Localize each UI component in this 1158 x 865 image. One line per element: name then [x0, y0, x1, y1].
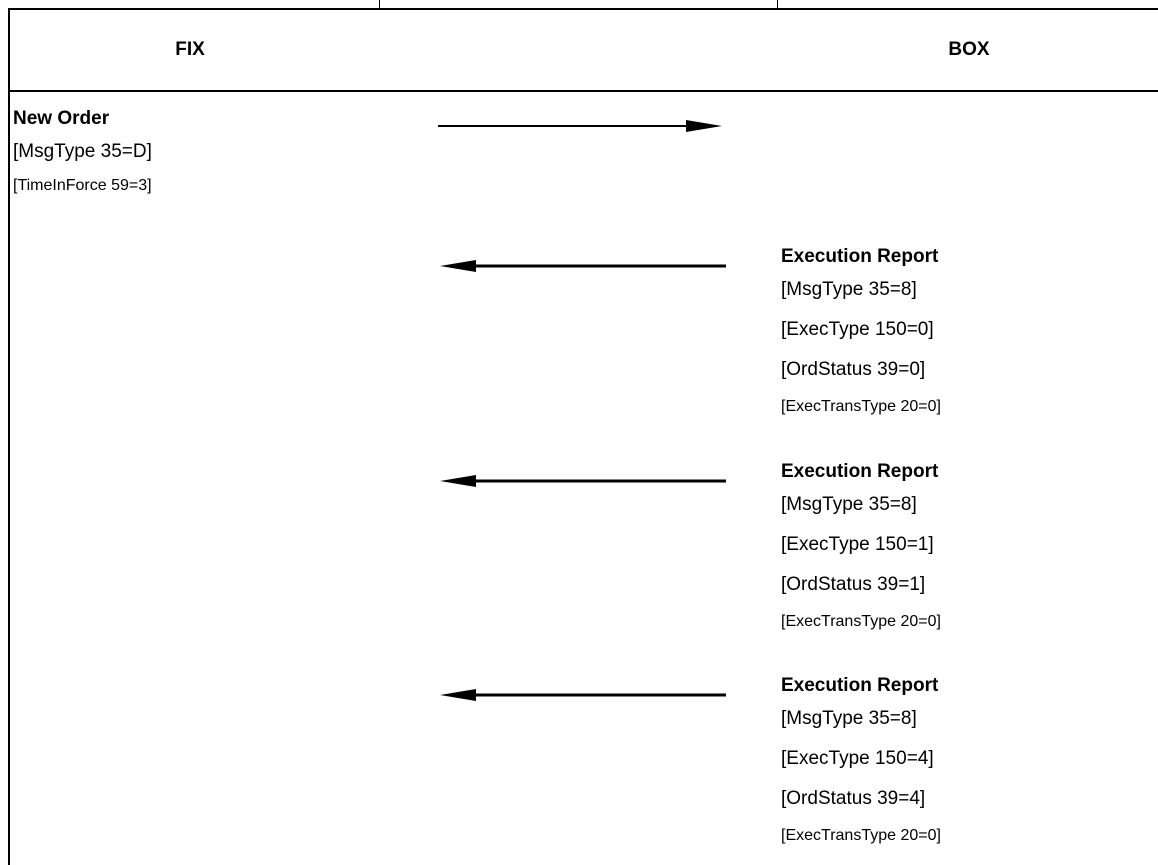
column-tick-left: [379, 0, 380, 10]
message-title: New Order: [13, 108, 110, 129]
message-new-order: New Order [MsgType 35=D] [TimeInForce 59…: [13, 106, 152, 200]
message-field: [ExecType 150=4]: [781, 748, 934, 769]
message-field: [ExecTransType 20=0]: [781, 827, 941, 844]
left-border: [8, 8, 10, 865]
message-field: [ExecTransType 20=0]: [781, 613, 941, 630]
message-field: [MsgType 35=8]: [781, 494, 917, 515]
message-title: Execution Report: [781, 246, 939, 267]
column-tick-right: [777, 0, 778, 10]
message-title: Execution Report: [781, 675, 939, 696]
message-execution-report: Execution Report [MsgType 35=8] [ExecTyp…: [781, 673, 941, 853]
message-field: [OrdStatus 39=1]: [781, 574, 926, 595]
arrow-right: [438, 120, 722, 132]
header-top-border: [8, 8, 1158, 10]
arrow-left: [440, 689, 726, 701]
message-field: [MsgType 35=8]: [781, 279, 917, 300]
message-field: [TimeInForce 59=3]: [13, 177, 152, 194]
header-bottom-border: [8, 90, 1158, 92]
message-field: [ExecTransType 20=0]: [781, 398, 941, 415]
header-box-label: BOX: [948, 39, 990, 60]
message-field: [OrdStatus 39=4]: [781, 788, 926, 809]
message-title: Execution Report: [781, 461, 939, 482]
arrow-left: [440, 475, 726, 487]
message-field: [MsgType 35=D]: [13, 141, 152, 162]
message-execution-report: Execution Report [MsgType 35=8] [ExecTyp…: [781, 459, 941, 639]
message-field: [MsgType 35=8]: [781, 708, 917, 729]
message-field: [ExecType 150=0]: [781, 319, 934, 340]
message-execution-report: Execution Report [MsgType 35=8] [ExecTyp…: [781, 244, 941, 424]
header-box: BOX: [780, 10, 1158, 90]
message-field: [ExecType 150=1]: [781, 534, 934, 555]
header-fix: FIX: [10, 10, 370, 90]
header-fix-label: FIX: [175, 39, 205, 60]
message-field: [OrdStatus 39=0]: [781, 359, 926, 380]
arrow-left: [440, 260, 726, 272]
